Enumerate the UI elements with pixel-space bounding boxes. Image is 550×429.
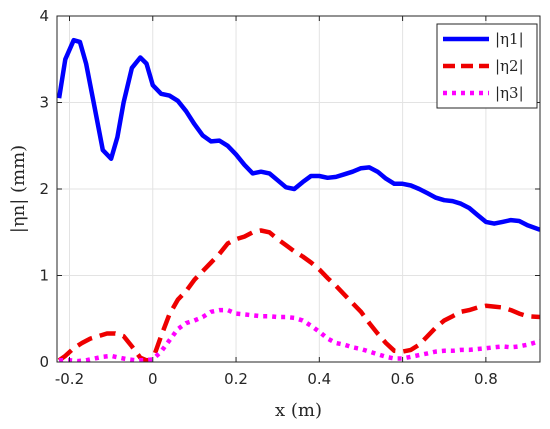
y-tick-label: 1 — [39, 267, 49, 285]
legend: |η1| |η2| |η3| — [436, 23, 538, 109]
y-tick-label: 0 — [39, 353, 49, 371]
axis-ticks — [57, 15, 540, 363]
legend-label-eta1: |η1| — [495, 30, 524, 48]
x-tick-label: 0 — [148, 370, 158, 388]
x-tick-label: 0.8 — [474, 370, 498, 388]
y-tick-label: 2 — [39, 180, 49, 198]
legend-label-eta3: |η3| — [495, 84, 524, 102]
x-axis-label: x (m) — [275, 400, 322, 421]
series-line-eta2 — [57, 228, 540, 362]
legend-label-eta2: |η2| — [495, 57, 524, 75]
series-line-eta3 — [59, 307, 540, 362]
x-tick-label: 0.6 — [391, 370, 415, 388]
y-axis-label: |ηn| (mm) — [8, 145, 29, 233]
series-layer — [57, 37, 540, 362]
x-tick-label: 0.2 — [224, 370, 248, 388]
x-tick-label: -0.2 — [55, 370, 84, 388]
y-tick-labels: 0 1 2 3 4 — [39, 7, 49, 371]
y-tick-label: 3 — [39, 94, 49, 112]
x-tick-labels: -0.2 0 0.2 0.4 0.6 0.8 — [55, 370, 498, 388]
x-tick-label: 0.4 — [307, 370, 331, 388]
y-tick-label: 4 — [39, 7, 49, 25]
series-line-eta1 — [57, 37, 540, 232]
